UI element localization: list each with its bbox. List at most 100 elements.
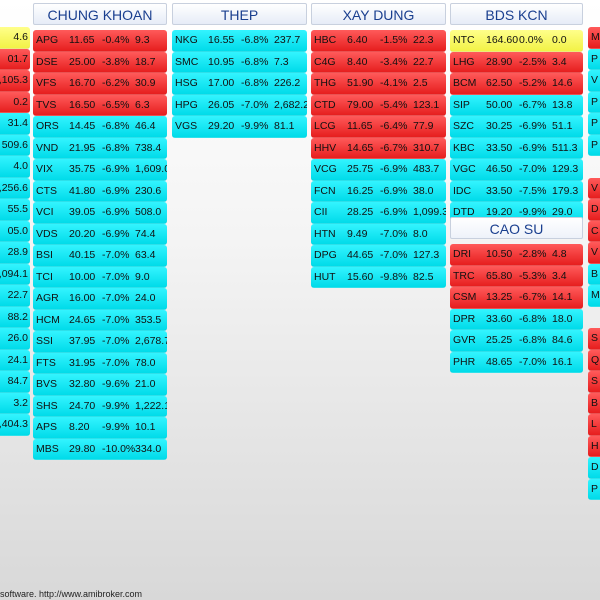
- stock-row[interactable]: DPG 44.65 -7.0% 127.3: [311, 245, 446, 267]
- stock-row[interactable]: TCI 10.00 -7.0% 9.0: [33, 266, 167, 288]
- stock-symbol: SZC: [453, 120, 474, 132]
- stock-row[interactable]: AGR 16.00 -7.0% 24.0: [33, 288, 167, 310]
- partial-stock-row[interactable]: V: [588, 177, 600, 199]
- stock-row[interactable]: LCG 11.65 -6.4% 77.9: [311, 116, 446, 138]
- stock-row[interactable]: VND 21.95 -6.8% 738.4: [33, 137, 167, 159]
- stock-row[interactable]: HTN 9.49 -7.0% 8.0: [311, 223, 446, 245]
- partial-stock-row[interactable]: 4.0: [0, 156, 30, 178]
- stock-row[interactable]: PHR 48.65 -7.0% 16.1: [450, 351, 583, 373]
- stock-row[interactable]: APS 8.20 -9.9% 10.1: [33, 417, 167, 439]
- stock-row[interactable]: SSI 37.95 -7.0% 2,678.7: [33, 331, 167, 353]
- partial-stock-row[interactable]: V: [588, 242, 600, 264]
- stock-row[interactable]: MBS 29.80 -10.0% 334.0: [33, 438, 167, 460]
- stock-row[interactable]: FCN 16.25 -6.9% 38.0: [311, 180, 446, 202]
- stock-volume: 14.6: [552, 77, 573, 89]
- stock-row[interactable]: HUT 15.60 -9.8% 82.5: [311, 266, 446, 288]
- stock-row[interactable]: TVS 16.50 -6.5% 6.3: [33, 94, 167, 116]
- partial-stock-row[interactable]: L: [588, 414, 600, 436]
- partial-stock-row[interactable]: 88.2: [0, 306, 30, 328]
- stock-row[interactable]: SHS 24.70 -9.9% 1,222.1: [33, 395, 167, 417]
- stock-row[interactable]: IDC 33.50 -7.5% 179.3: [450, 180, 583, 202]
- partial-stock-row[interactable]: D: [588, 457, 600, 479]
- sector-header[interactable]: BDS KCN: [450, 3, 583, 25]
- stock-row[interactable]: ORS 14.45 -6.8% 46.4: [33, 116, 167, 138]
- partial-stock-row[interactable]: ,256.6: [0, 177, 30, 199]
- partial-stock-row[interactable]: 84.7: [0, 371, 30, 393]
- partial-stock-row[interactable]: H: [588, 435, 600, 457]
- partial-stock-row[interactable]: ,105.3: [0, 70, 30, 92]
- partial-stock-row[interactable]: M: [588, 27, 600, 49]
- stock-row[interactable]: FTS 31.95 -7.0% 78.0: [33, 352, 167, 374]
- stock-row[interactable]: CTD 79.00 -5.4% 123.1: [311, 94, 446, 116]
- partial-stock-row[interactable]: 24.1: [0, 349, 30, 371]
- partial-stock-row[interactable]: 05.0: [0, 220, 30, 242]
- partial-stock-row[interactable]: 4.6: [0, 27, 30, 49]
- partial-stock-row[interactable]: D: [588, 199, 600, 221]
- partial-stock-row[interactable]: 01.7: [0, 48, 30, 70]
- partial-stock-row[interactable]: B: [588, 392, 600, 414]
- stock-row[interactable]: BVS 32.80 -9.6% 21.0: [33, 374, 167, 396]
- partial-stock-row[interactable]: 3.2: [0, 392, 30, 414]
- sector-header[interactable]: THEP: [172, 3, 307, 25]
- stock-row[interactable]: THG 51.90 -4.1% 2.5: [311, 73, 446, 95]
- stock-row[interactable]: DPR 33.60 -6.8% 18.0: [450, 308, 583, 330]
- partial-stock-row[interactable]: 26.0: [0, 328, 30, 350]
- partial-stock-row[interactable]: P: [588, 134, 600, 156]
- sector-header[interactable]: CAO SU: [450, 217, 583, 239]
- stock-row[interactable]: HBC 6.40 -1.5% 22.3: [311, 30, 446, 52]
- partial-stock-row[interactable]: M: [588, 285, 600, 307]
- partial-stock-row[interactable]: ,094.1: [0, 263, 30, 285]
- stock-row[interactable]: HCM 24.65 -7.0% 353.5: [33, 309, 167, 331]
- stock-row[interactable]: VGS 29.20 -9.9% 81.1: [172, 116, 307, 138]
- stock-row[interactable]: CII 28.25 -6.9% 1,099.3: [311, 202, 446, 224]
- stock-row[interactable]: TRC 65.80 -5.3% 3.4: [450, 265, 583, 287]
- stock-row[interactable]: NKG 16.55 -6.8% 237.7: [172, 30, 307, 52]
- stock-row[interactable]: NTC 164.60 0.0% 0.0: [450, 30, 583, 52]
- partial-stock-row[interactable]: S: [588, 328, 600, 350]
- stock-row[interactable]: VGC 46.50 -7.0% 129.3: [450, 159, 583, 181]
- partial-stock-row[interactable]: 509.6: [0, 134, 30, 156]
- partial-stock-row[interactable]: Q: [588, 349, 600, 371]
- partial-stock-row[interactable]: 0.2: [0, 91, 30, 113]
- partial-stock-row[interactable]: ,404.3: [0, 414, 30, 436]
- stock-row[interactable]: VDS 20.20 -6.9% 74.4: [33, 223, 167, 245]
- sector-header[interactable]: XAY DUNG: [311, 3, 446, 25]
- sector-header[interactable]: CHUNG KHOAN: [33, 3, 167, 25]
- stock-row[interactable]: VIX 35.75 -6.9% 1,609.0: [33, 159, 167, 181]
- stock-change: -5.4%: [380, 98, 408, 111]
- partial-stock-row[interactable]: 55.5: [0, 199, 30, 221]
- stock-row[interactable]: VFS 16.70 -6.2% 30.9: [33, 73, 167, 95]
- stock-row[interactable]: VCI 39.05 -6.9% 508.0: [33, 202, 167, 224]
- stock-row[interactable]: BSI 40.15 -7.0% 63.4: [33, 245, 167, 267]
- stock-row[interactable]: KBC 33.50 -6.9% 511.3: [450, 137, 583, 159]
- stock-row[interactable]: APG 11.65 -0.4% 9.3: [33, 30, 167, 52]
- partial-stock-row[interactable]: 22.7: [0, 285, 30, 307]
- stock-row[interactable]: GVR 25.25 -6.8% 84.6: [450, 330, 583, 352]
- partial-stock-row[interactable]: P: [588, 91, 600, 113]
- stock-row[interactable]: CSM 13.25 -6.7% 14.1: [450, 287, 583, 309]
- partial-stock-row[interactable]: B: [588, 263, 600, 285]
- stock-row[interactable]: CTS 41.80 -6.9% 230.6: [33, 180, 167, 202]
- stock-row[interactable]: DRI 10.50 -2.8% 4.8: [450, 244, 583, 266]
- stock-row[interactable]: HPG 26.05 -7.0% 2,682.2: [172, 94, 307, 116]
- partial-stock-row[interactable]: P: [588, 48, 600, 70]
- partial-stock-row[interactable]: 28.9: [0, 242, 30, 264]
- partial-cell-text: 3.2: [13, 396, 28, 409]
- stock-row[interactable]: BCM 62.50 -5.2% 14.6: [450, 73, 583, 95]
- stock-row[interactable]: SZC 30.25 -6.9% 51.1: [450, 116, 583, 138]
- stock-row[interactable]: LHG 28.90 -2.5% 3.4: [450, 51, 583, 73]
- partial-stock-row[interactable]: 31.4: [0, 113, 30, 135]
- stock-row[interactable]: C4G 8.40 -3.4% 22.7: [311, 51, 446, 73]
- stock-row[interactable]: VCG 25.75 -6.9% 483.7: [311, 159, 446, 181]
- stock-row[interactable]: SIP 50.00 -6.7% 13.8: [450, 94, 583, 116]
- stock-row[interactable]: HHV 14.65 -6.7% 310.7: [311, 137, 446, 159]
- partial-stock-row[interactable]: P: [588, 478, 600, 500]
- stock-row[interactable]: SMC 10.95 -6.8% 7.3: [172, 51, 307, 73]
- partial-stock-row[interactable]: C: [588, 220, 600, 242]
- partial-stock-row[interactable]: S: [588, 371, 600, 393]
- stock-row[interactable]: HSG 17.00 -6.8% 226.2: [172, 73, 307, 95]
- partial-stock-row[interactable]: P: [588, 113, 600, 135]
- stock-row[interactable]: DSE 25.00 -3.8% 18.7: [33, 51, 167, 73]
- stock-symbol: KBC: [453, 141, 475, 154]
- partial-stock-row[interactable]: V: [588, 70, 600, 92]
